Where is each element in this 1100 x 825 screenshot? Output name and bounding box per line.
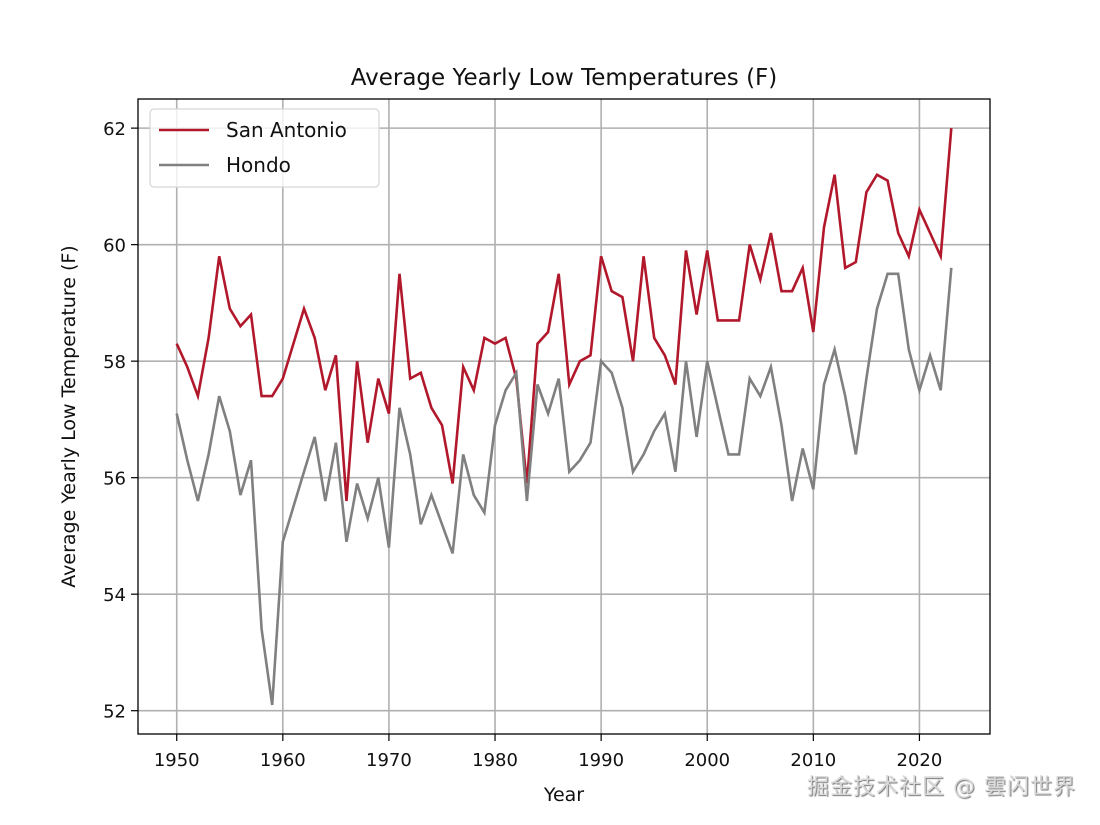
x-tick-label: 1960 <box>260 750 306 771</box>
x-tick-label: 2020 <box>897 750 943 771</box>
y-tick-label: 54 <box>103 585 126 606</box>
y-axis-label: Average Yearly Low Temperature (F) <box>58 245 80 587</box>
y-tick-label: 58 <box>103 352 126 373</box>
legend-box <box>149 108 380 188</box>
x-tick-label: 1990 <box>578 750 624 771</box>
y-tick-label: 60 <box>103 236 126 257</box>
x-axis-ticks: 1950 1960 1970 1980 1990 2000 2010 2020 <box>154 734 943 771</box>
x-axis-label: Year <box>543 784 584 806</box>
series-lines <box>175 127 953 706</box>
x-tick-label: 1980 <box>472 750 518 771</box>
series-line-hondo <box>175 267 953 706</box>
grid-lines <box>138 99 990 734</box>
chart-title: Average Yearly Low Temperatures (F) <box>351 65 778 91</box>
legend: San Antonio Hondo <box>149 108 380 188</box>
plot-area-frame <box>137 98 991 735</box>
x-tick-label: 2010 <box>790 750 836 771</box>
watermark: 掘金技术社区 @ 雲闪世界 <box>807 775 1076 800</box>
y-tick-label: 52 <box>103 702 126 723</box>
x-tick-label: 1970 <box>366 750 412 771</box>
legend-label: San Antonio <box>226 118 347 142</box>
y-tick-label: 62 <box>103 119 126 140</box>
series-line-san-antonio <box>175 127 953 502</box>
y-tick-label: 56 <box>103 469 126 490</box>
y-axis-ticks: 52 54 56 58 60 62 <box>103 119 138 723</box>
legend-label: Hondo <box>226 153 291 177</box>
x-tick-label: 2000 <box>684 750 730 771</box>
x-tick-label: 1950 <box>154 750 200 771</box>
